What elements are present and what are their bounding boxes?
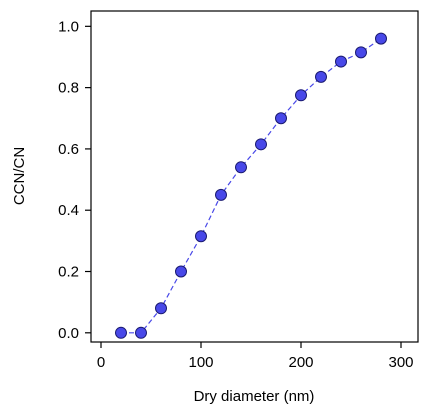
y-axis-ticks: 0.0 0.2 0.4 0.6 0.8 1.0 [58, 18, 91, 342]
plot-frame [90, 10, 419, 343]
data-point [335, 55, 347, 68]
y-tick-label: 0.6 [58, 141, 79, 158]
data-point [215, 188, 227, 201]
data-point [295, 89, 307, 102]
x-tick-label: 100 [188, 354, 213, 371]
x-tick-label: 300 [388, 354, 413, 371]
y-tick-label: 1.0 [58, 18, 79, 35]
plot-area: 0 100 200 300 0.0 0.2 0.4 0.6 0.8 1.0 [58, 10, 419, 371]
data-point [255, 138, 267, 151]
y-tick-label: 0.2 [58, 264, 79, 281]
y-tick-label: 0.0 [58, 325, 79, 342]
x-tick-label: 200 [288, 354, 313, 371]
x-axis-ticks: 0 100 200 300 [97, 342, 414, 371]
data-point [275, 112, 287, 125]
data-point [175, 265, 187, 278]
y-tick-label: 0.4 [58, 202, 79, 219]
data-point [155, 302, 167, 315]
data-point [195, 230, 207, 243]
data-point [135, 326, 147, 339]
y-tick-label: 0.8 [58, 80, 79, 97]
series-markers [115, 32, 387, 339]
x-axis-label: Dry diameter (nm) [194, 388, 315, 405]
data-point [115, 326, 127, 339]
y-axis-label: CCN/CN [11, 147, 28, 205]
series-line [121, 38, 382, 334]
x-tick-label: 0 [97, 354, 105, 371]
data-point [355, 46, 367, 59]
data-point [235, 161, 247, 174]
data-point [315, 70, 327, 83]
data-point [375, 32, 387, 45]
